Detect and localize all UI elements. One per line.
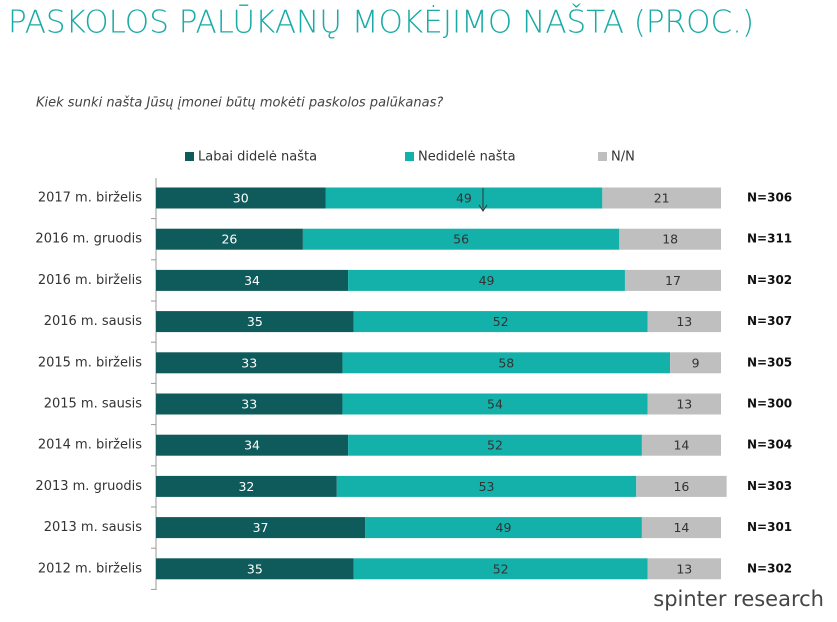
value-label: 16 <box>673 479 689 494</box>
value-label: 33 <box>241 355 257 370</box>
value-label: 35 <box>247 561 263 576</box>
value-label: 34 <box>244 438 260 453</box>
value-label: 37 <box>253 520 269 535</box>
bar-segment <box>156 311 354 333</box>
bar-segment <box>342 352 671 374</box>
bar-segment <box>156 558 354 580</box>
category-label: 2013 m. sausis <box>44 520 143 535</box>
legend-label: Labai didelė našta <box>198 150 317 165</box>
value-label: 49 <box>479 273 495 288</box>
bar-segment <box>336 475 637 497</box>
legend-label: Nedidelė našta <box>418 150 516 165</box>
bar-segment <box>156 228 303 250</box>
bar-segment <box>325 187 603 209</box>
value-label: 54 <box>487 397 503 412</box>
sample-size-label: N=302 <box>747 273 792 287</box>
category-label: 2016 m. gruodis <box>35 232 142 247</box>
chart-subtitle: Kiek sunki našta Jūsų įmonei būtų mokėti… <box>36 96 443 111</box>
value-label: 13 <box>676 561 692 576</box>
value-label: 49 <box>496 520 512 535</box>
value-label: 52 <box>493 561 509 576</box>
value-label: 21 <box>654 191 670 206</box>
value-label: 52 <box>487 438 503 453</box>
legend-label: N/N <box>611 150 635 165</box>
value-label: 26 <box>221 232 237 247</box>
bar-segment <box>636 475 727 497</box>
bar-segment <box>156 434 349 456</box>
bar-segment <box>348 434 642 456</box>
bar-segment <box>602 187 721 209</box>
sample-size-label: N=311 <box>747 232 792 246</box>
value-label: 52 <box>493 314 509 329</box>
category-label: 2015 m. sausis <box>44 397 143 412</box>
category-label: 2017 m. birželis <box>38 191 142 206</box>
value-label: 32 <box>238 479 254 494</box>
value-label: 56 <box>453 232 469 247</box>
value-label: 58 <box>498 355 514 370</box>
bar-segment <box>647 393 721 415</box>
value-label: 17 <box>665 273 681 288</box>
bar-segment <box>156 352 343 374</box>
bar-segment <box>342 393 648 415</box>
value-label: 49 <box>456 191 472 206</box>
bar-segment <box>156 393 343 415</box>
sample-size-label: N=302 <box>747 561 792 575</box>
bar-segment <box>624 269 721 291</box>
sample-size-label: N=306 <box>747 191 792 205</box>
legend-swatch <box>185 152 194 161</box>
category-label: 2016 m. birželis <box>38 273 142 288</box>
bar-segment <box>641 434 721 456</box>
bar-segment <box>348 269 625 291</box>
legend: Labai didelė našta Nedidelė našta N/N <box>185 150 635 165</box>
category-label: 2012 m. birželis <box>38 561 142 576</box>
legend-swatch <box>405 152 414 161</box>
bar-segment <box>156 187 326 209</box>
value-label: 14 <box>673 520 689 535</box>
bar-segment <box>353 311 648 333</box>
bar-segment <box>353 558 648 580</box>
value-label: 53 <box>479 479 495 494</box>
value-label: 33 <box>241 397 257 412</box>
sample-size-label: N=303 <box>747 479 792 493</box>
bar-segment <box>156 269 349 291</box>
category-label: 2016 m. sausis <box>44 314 143 329</box>
bar-segment <box>156 517 366 539</box>
sample-size-label: N=307 <box>747 314 792 328</box>
value-label: 13 <box>676 397 692 412</box>
sample-size-label: N=300 <box>747 397 792 411</box>
value-label: 30 <box>233 191 249 206</box>
value-label: 14 <box>673 438 689 453</box>
value-label: 35 <box>247 314 263 329</box>
bar-segment <box>670 352 721 374</box>
bar-segment <box>365 517 642 539</box>
plot-area: 2017 m. birželis 30 49 21 N=306 2016 m. gruod… <box>35 187 792 590</box>
bar-segment <box>641 517 721 539</box>
bar-segment <box>647 558 721 580</box>
bar-segment <box>156 475 337 497</box>
chart-title: PASKOLOS PALŪKANŲ MOKĖJIMO NAŠTA (PROC.) <box>8 4 754 41</box>
value-label: 9 <box>692 355 700 370</box>
bar-segment <box>619 228 721 250</box>
sample-size-label: N=301 <box>747 520 792 534</box>
footer-brand: spinter research <box>653 587 824 611</box>
value-label: 13 <box>676 314 692 329</box>
value-label: 34 <box>244 273 260 288</box>
arrow-annotation <box>478 188 488 212</box>
sample-size-label: N=304 <box>747 438 792 452</box>
category-label: 2014 m. birželis <box>38 438 142 453</box>
sample-size-label: N=305 <box>747 355 792 369</box>
value-label: 18 <box>662 232 678 247</box>
bar-segment <box>302 228 620 250</box>
bar-segment <box>647 311 721 333</box>
category-label: 2013 m. gruodis <box>35 479 142 494</box>
legend-swatch <box>598 152 607 161</box>
category-label: 2015 m. birželis <box>38 355 142 370</box>
